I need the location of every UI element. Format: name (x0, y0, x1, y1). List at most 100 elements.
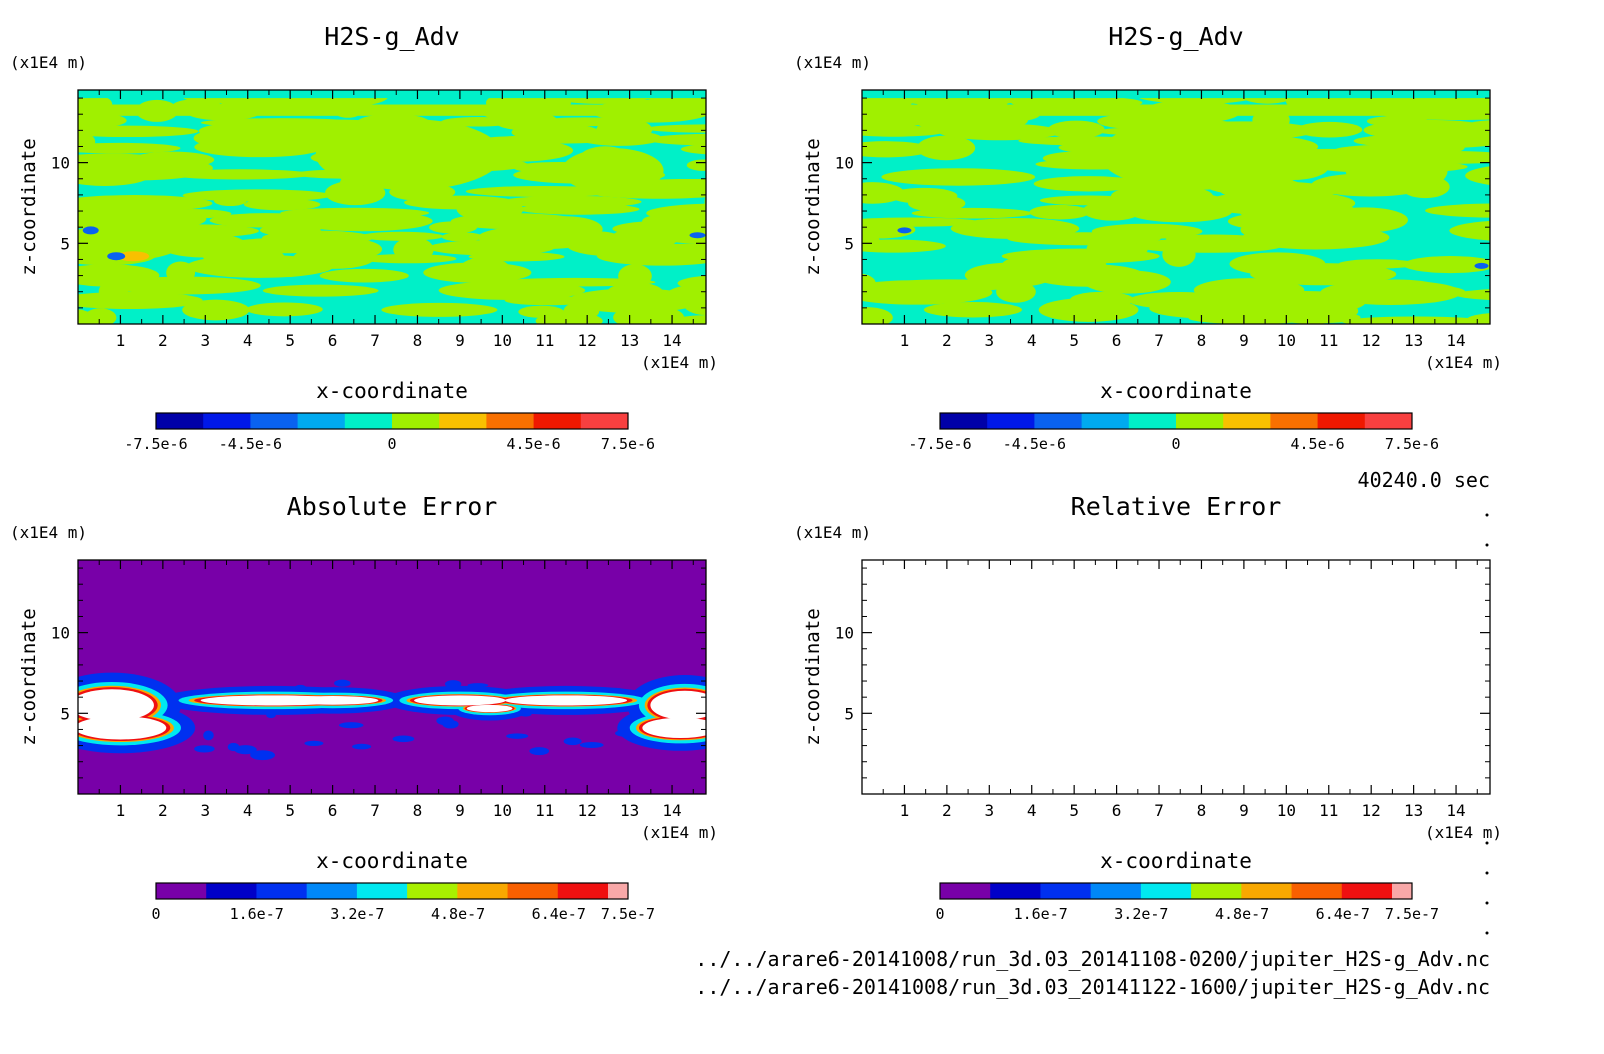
margin-dot (1485, 931, 1489, 935)
field-patch (645, 124, 706, 133)
colorbar-swatch (1291, 883, 1343, 899)
x-tick-label: 3 (984, 331, 994, 350)
colorbar-swatch (1317, 413, 1366, 429)
field-patch (881, 168, 1036, 186)
field-patch (666, 283, 706, 307)
field-patch (460, 257, 509, 278)
colorbar-label: 7.5e-6 (1385, 435, 1439, 453)
error-fleck (203, 730, 214, 741)
error-fleck (563, 737, 582, 746)
field-band (862, 104, 1490, 116)
colorbar-label: 0 (1171, 435, 1180, 453)
colorbar-frame (939, 412, 1413, 430)
x-tick-label: 12 (578, 331, 597, 350)
error-fleck (467, 683, 489, 688)
field-patch (280, 207, 430, 219)
x-tick-label: 2 (158, 331, 168, 350)
heatmap-field (78, 90, 706, 324)
panel-3: Absolute Error (x1E4 m) (x1E4 m) x-coordina… (10, 492, 718, 923)
error-core (642, 717, 706, 738)
error-fleck (392, 735, 415, 743)
field-patch (182, 189, 333, 202)
colorbar-label: 1.6e-7 (1014, 905, 1068, 923)
field-patch (1420, 286, 1466, 298)
error-fleck (304, 707, 315, 715)
y-tick-label: 10 (835, 624, 854, 643)
field-patch (1402, 256, 1490, 274)
field-patch (393, 237, 434, 262)
field-patch (950, 218, 1080, 239)
x-tick-label: 4 (1027, 801, 1037, 820)
field-patch (1296, 121, 1363, 138)
panel-4: Relative Error (x1E4 m) (x1E4 m) x-coordina… (794, 492, 1502, 923)
y-tick-label: 5 (844, 704, 854, 723)
field-patch (923, 302, 1022, 318)
colorbar-swatch (156, 413, 204, 429)
colorbar-swatch (507, 883, 559, 899)
colorbar-swatch (1241, 883, 1293, 899)
error-core (414, 695, 506, 706)
colorbar-swatch (407, 883, 458, 899)
field-patch (1341, 316, 1490, 324)
colorbar-swatch (1191, 883, 1242, 899)
chart-title: Absolute Error (287, 492, 498, 521)
y-axis-label: z-coordinate (802, 608, 824, 745)
colorbar: 0 1.6e-7 3.2e-7 4.8e-7 6.4e-7 7.5e-7 (151, 882, 655, 923)
colorbar-label: 7.5e-7 (1385, 905, 1439, 923)
field-patch (647, 133, 706, 146)
error-fleck (194, 745, 215, 753)
chart-title: H2S-g_Adv (1108, 22, 1243, 51)
margin-dot (1485, 513, 1489, 517)
x-axis-label: x-coordinate (316, 849, 468, 873)
colorbar-label: 4.8e-7 (1215, 905, 1269, 923)
colorbar-swatch (439, 413, 487, 429)
x-axis-label: x-coordinate (1100, 849, 1252, 873)
field-patch (78, 131, 96, 153)
y-tick-label: 5 (60, 704, 70, 723)
plot-frame (861, 89, 1491, 325)
x-tick-label: 13 (620, 331, 639, 350)
colorbar: -7.5e-6 -4.5e-6 0 4.5e-6 7.5e-6 (908, 412, 1439, 453)
x-unit-label: (x1E4 m) (641, 353, 718, 372)
error-fleck (529, 747, 550, 756)
chart-title: H2S-g_Adv (324, 22, 459, 51)
field-patch (243, 198, 321, 211)
field-patch (686, 159, 706, 171)
field-patch (889, 187, 958, 204)
colorbar-swatch (306, 883, 358, 899)
x-tick-label: 9 (455, 801, 465, 820)
x-tick-label: 5 (1069, 801, 1079, 820)
field-patch (1488, 94, 1490, 98)
x-tick-label: 6 (1112, 801, 1122, 820)
field-patch (152, 209, 232, 219)
x-tick-label: 13 (620, 801, 639, 820)
file-path-2: ../../arare6-20141008/run_3d.03_20141122… (695, 975, 1490, 999)
field-patch (862, 307, 893, 324)
field-patch (680, 143, 706, 155)
x-tick-label: 12 (1362, 331, 1381, 350)
colorbar-swatch (1176, 413, 1224, 429)
x-tick-label: 5 (285, 801, 295, 820)
field-patch (1449, 220, 1490, 241)
colorbar-swatch (392, 413, 440, 429)
field-patch (465, 185, 621, 197)
x-tick-label: 14 (662, 801, 681, 820)
x-tick-label: 9 (455, 331, 465, 350)
field-patch (862, 125, 946, 137)
x-tick-label: 8 (413, 331, 423, 350)
colorbar-swatch (1034, 413, 1083, 429)
x-tick-label: 9 (1239, 331, 1249, 350)
field-patch (1193, 278, 1305, 303)
field-patch (131, 151, 215, 168)
colorbar-frame (155, 882, 629, 900)
colorbar-label: 6.4e-7 (532, 905, 586, 923)
time-label: 40240.0 sec (1358, 468, 1490, 492)
field-patch (159, 232, 247, 258)
colorbar-swatch (533, 413, 582, 429)
error-core (78, 689, 154, 722)
x-tick-label: 11 (535, 801, 554, 820)
field-patch (315, 119, 503, 191)
x-tick-label: 14 (1446, 331, 1465, 350)
field-patch (1345, 148, 1448, 194)
